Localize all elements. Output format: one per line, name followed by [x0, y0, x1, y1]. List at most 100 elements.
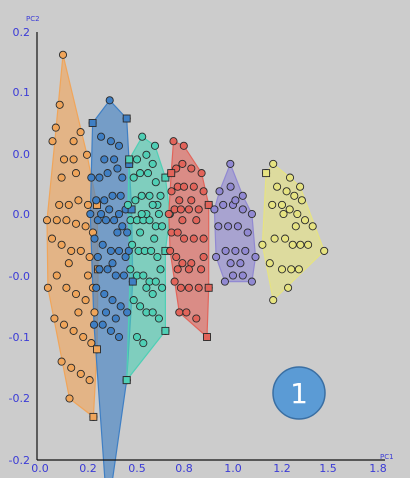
data-point	[158, 222, 167, 231]
data-point	[87, 339, 96, 348]
data-point	[148, 289, 157, 299]
data-point	[129, 173, 138, 182]
y-tick-label: -0.0	[9, 270, 30, 283]
data-point	[101, 308, 111, 317]
hull-vertex-marker	[161, 326, 170, 335]
data-point	[123, 308, 132, 317]
data-point	[62, 216, 71, 225]
data-point	[106, 246, 115, 255]
x-tick-label: 1.5	[319, 462, 337, 475]
cluster-hull-5	[213, 162, 257, 283]
data-point	[103, 169, 112, 178]
data-point	[57, 173, 66, 182]
data-point	[101, 216, 111, 225]
hull-vertex-marker	[88, 119, 97, 127]
data-point	[251, 252, 260, 262]
data-point	[83, 271, 93, 280]
data-point	[118, 173, 127, 182]
data-point	[58, 50, 68, 59]
data-point	[93, 216, 102, 225]
cluster-hull-6	[261, 163, 325, 302]
data-point	[296, 240, 305, 249]
data-point	[156, 191, 165, 200]
data-point	[194, 205, 203, 214]
panel-number-badge: 1	[272, 366, 326, 420]
data-point	[150, 141, 160, 150]
data-point	[57, 240, 66, 249]
data-point	[55, 200, 64, 209]
data-point	[288, 240, 297, 249]
hull-vertex-marker	[161, 173, 170, 182]
data-point	[304, 240, 313, 249]
data-point	[189, 182, 198, 191]
data-point	[138, 132, 147, 141]
data-point	[184, 205, 193, 214]
data-point	[279, 209, 288, 219]
data-point	[291, 222, 300, 231]
data-point	[139, 339, 148, 348]
data-point	[79, 332, 88, 342]
data-point	[69, 137, 78, 146]
data-point	[55, 100, 64, 109]
data-point	[105, 205, 114, 214]
data-point	[284, 283, 293, 292]
badge-circle	[272, 366, 326, 420]
tick-labels: 0.20.10.00.0-0.0-0.1-0.2-0.20.0 0.2 0.5 0.8…	[9, 26, 387, 475]
data-point	[83, 200, 93, 209]
data-point	[210, 205, 219, 214]
data-point	[69, 155, 78, 164]
data-point	[192, 216, 201, 225]
data-point	[175, 308, 184, 317]
hull-vertex-marker	[93, 345, 101, 354]
data-point	[231, 196, 240, 205]
data-point	[108, 191, 117, 200]
data-point	[67, 246, 76, 255]
data-point	[121, 252, 130, 262]
data-point	[189, 234, 198, 243]
data-point	[173, 228, 182, 237]
data-point	[62, 283, 71, 292]
data-point	[287, 265, 296, 274]
data-point	[153, 252, 162, 262]
data-point	[178, 259, 187, 268]
data-point	[192, 314, 201, 323]
data-point	[194, 283, 203, 292]
data-point	[151, 277, 160, 286]
data-point	[158, 283, 167, 292]
data-point	[90, 234, 99, 243]
data-point	[221, 246, 230, 255]
data-point	[43, 283, 52, 292]
data-point	[97, 209, 106, 219]
data-point	[224, 222, 233, 231]
data-point	[238, 191, 247, 200]
data-point	[42, 216, 52, 225]
data-point	[281, 234, 290, 243]
data-point	[114, 141, 124, 150]
hull-vertex-marker	[203, 333, 211, 341]
data-point	[131, 196, 140, 205]
data-point	[167, 187, 176, 196]
data-point	[90, 308, 99, 317]
data-point	[270, 234, 279, 243]
data-point	[231, 246, 240, 255]
badge-number: 1	[290, 377, 308, 410]
x-tick-label: 1.8	[369, 462, 387, 475]
data-point	[293, 209, 302, 219]
data-points	[42, 50, 329, 421]
y-tick-label: -0.2	[9, 454, 30, 467]
data-point	[187, 164, 196, 173]
data-point	[97, 132, 106, 141]
data-point	[199, 234, 208, 243]
data-point	[178, 159, 187, 168]
data-point	[238, 205, 247, 214]
data-point	[269, 296, 278, 305]
data-point	[300, 216, 310, 225]
data-point	[320, 246, 329, 255]
hull-vertex-marker	[89, 412, 98, 421]
data-point	[76, 246, 85, 255]
data-point	[86, 209, 95, 219]
data-point	[277, 200, 287, 209]
data-point	[136, 302, 145, 311]
data-point	[76, 128, 85, 137]
data-point	[269, 159, 278, 168]
